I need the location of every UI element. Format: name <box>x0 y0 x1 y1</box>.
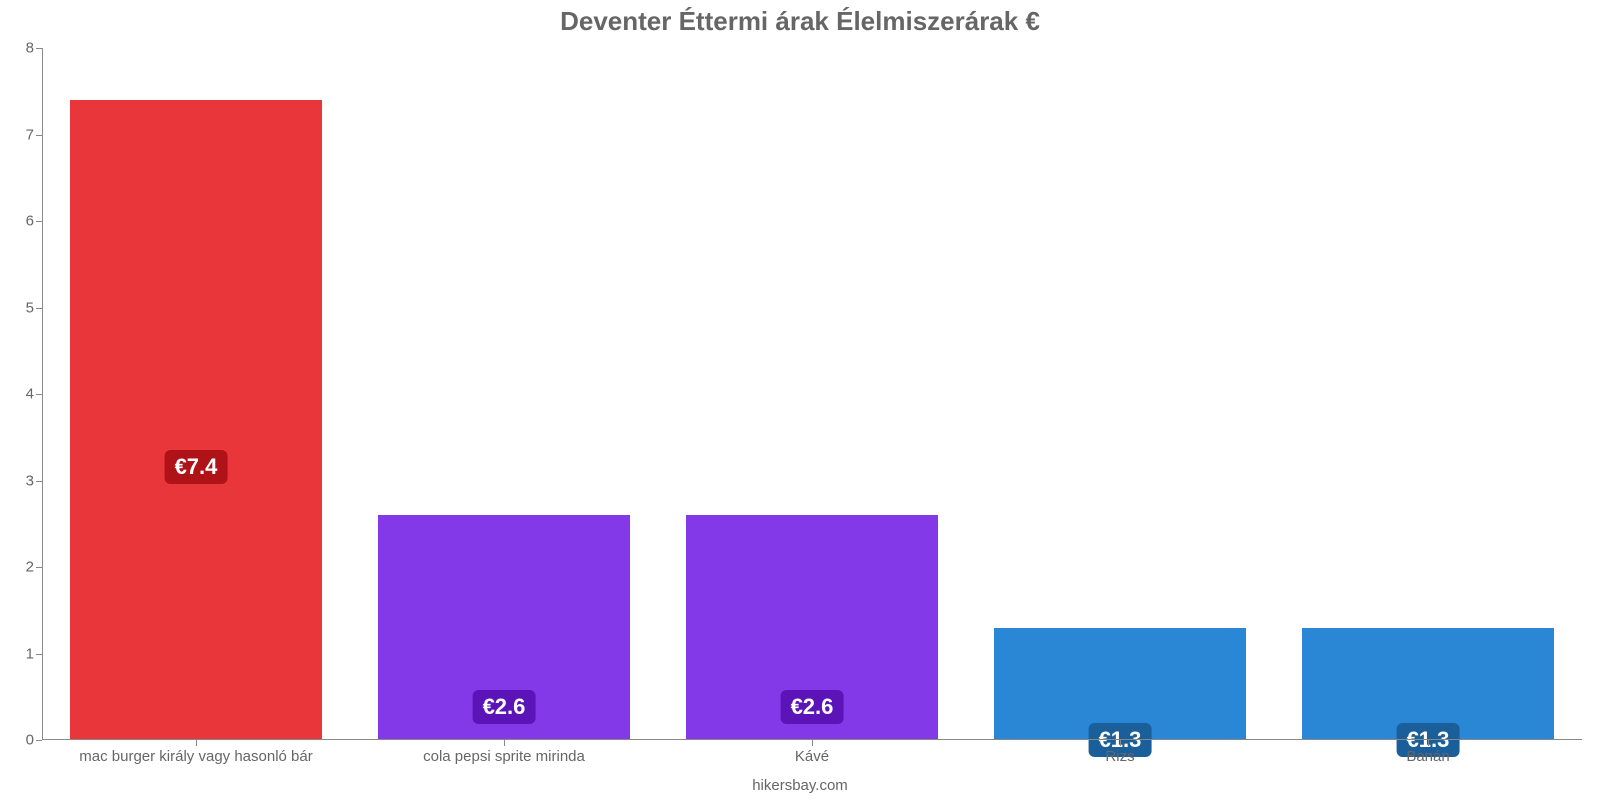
x-tick-label: Rizs <box>1105 740 1134 765</box>
y-tick-label: 5 <box>26 299 42 316</box>
bar: €2.6 <box>378 515 631 740</box>
y-tick-label: 7 <box>26 126 42 143</box>
y-tick-label: 6 <box>26 213 42 230</box>
y-tick-label: 2 <box>26 559 42 576</box>
bar-slot: €1.3 <box>966 48 1274 740</box>
bar: €7.4 <box>70 100 323 740</box>
y-axis-line <box>42 48 43 740</box>
bar-value-label: €2.6 <box>473 690 536 724</box>
x-tick-label: cola pepsi sprite mirinda <box>423 740 585 765</box>
bar-value-label: €7.4 <box>165 450 228 484</box>
bar-slot: €7.4 <box>42 48 350 740</box>
bar-slot: €1.3 <box>1274 48 1582 740</box>
y-tick-label: 4 <box>26 386 42 403</box>
bar-value-label: €2.6 <box>781 690 844 724</box>
chart-footer-caption: hikersbay.com <box>752 777 848 794</box>
plot-area: €7.4€2.6€2.6€1.3€1.3 012345678mac burger… <box>42 48 1582 740</box>
bar: €1.3 <box>994 628 1247 740</box>
bar-slot: €2.6 <box>350 48 658 740</box>
y-tick-label: 0 <box>26 732 42 749</box>
x-tick-label: Kávé <box>795 740 829 765</box>
bar-slot: €2.6 <box>658 48 966 740</box>
y-tick-label: 1 <box>26 645 42 662</box>
bar: €1.3 <box>1302 628 1555 740</box>
chart-title: Deventer Éttermi árak Élelmiszerárak € <box>0 0 1600 37</box>
x-tick-label: Banán <box>1406 740 1449 765</box>
bars-container: €7.4 €2.6 €2.6 €1.3 €1.3 <box>42 48 1582 740</box>
y-tick-label: 8 <box>26 40 42 57</box>
y-tick-label: 3 <box>26 472 42 489</box>
bar: €2.6 <box>686 515 939 740</box>
x-tick-label: mac burger király vagy hasonló bár <box>79 740 312 765</box>
price-bar-chart: Deventer Éttermi árak Élelmiszerárak € €… <box>0 0 1600 800</box>
